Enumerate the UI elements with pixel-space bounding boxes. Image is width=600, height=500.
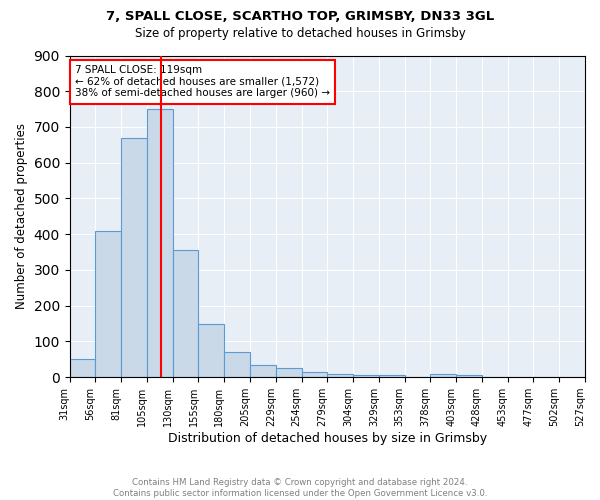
Text: Contains HM Land Registry data © Crown copyright and database right 2024.
Contai: Contains HM Land Registry data © Crown c…: [113, 478, 487, 498]
Bar: [224, 352, 250, 377]
Bar: [95, 230, 121, 377]
Bar: [302, 372, 328, 377]
Bar: [199, 324, 224, 377]
Text: 7, SPALL CLOSE, SCARTHO TOP, GRIMSBY, DN33 3GL: 7, SPALL CLOSE, SCARTHO TOP, GRIMSBY, DN…: [106, 10, 494, 23]
Bar: [173, 250, 199, 377]
Bar: [147, 109, 173, 377]
Bar: [121, 138, 147, 377]
Bar: [250, 364, 276, 377]
Text: 7 SPALL CLOSE: 119sqm
← 62% of detached houses are smaller (1,572)
38% of semi-d: 7 SPALL CLOSE: 119sqm ← 62% of detached …: [75, 65, 330, 98]
Bar: [456, 374, 482, 377]
Y-axis label: Number of detached properties: Number of detached properties: [15, 124, 28, 310]
Bar: [379, 376, 404, 377]
Bar: [353, 374, 379, 377]
Text: Size of property relative to detached houses in Grimsby: Size of property relative to detached ho…: [134, 28, 466, 40]
Bar: [430, 374, 456, 377]
Bar: [328, 374, 353, 377]
X-axis label: Distribution of detached houses by size in Grimsby: Distribution of detached houses by size …: [168, 432, 487, 445]
Bar: [276, 368, 302, 377]
Bar: [70, 360, 95, 377]
